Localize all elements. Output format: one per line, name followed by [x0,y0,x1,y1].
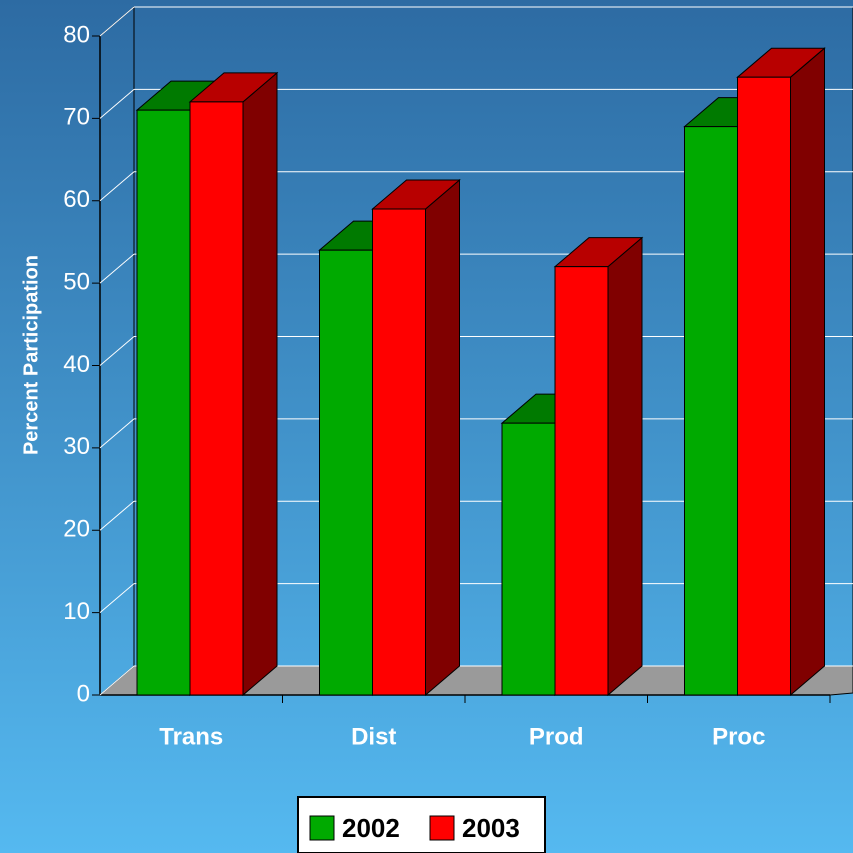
x-tick-label: Prod [529,723,584,750]
bar [188,71,279,697]
y-tick-label: 20 [63,516,90,543]
x-tick-label: Trans [159,723,223,750]
y-tick-label: 0 [77,680,90,707]
bar-side [242,71,278,697]
y-tick-label: 70 [63,104,90,131]
y-tick-label: 80 [63,21,90,48]
x-tick-label: Dist [351,723,396,750]
legend-swatch [309,815,335,841]
y-tick-label: 40 [63,351,90,378]
x-tick-label: Proc [712,723,765,750]
grid-line [99,336,135,366]
y-axis-label: Percent Participation [20,255,42,455]
legend-swatch [429,815,455,841]
bar-front [684,126,738,696]
bar-front [501,422,556,696]
grid-line [99,253,135,284]
legend-label: 2003 [462,813,520,843]
bar [371,178,461,697]
grid-line [99,418,135,449]
y-tick-label: 60 [63,186,90,213]
legend-box [297,796,546,853]
grid-line [99,88,135,119]
grid-line [99,171,135,202]
grid-line [99,6,135,37]
legend-label: 2002 [342,813,400,843]
grid-line [99,583,135,614]
bar-front [189,101,244,696]
y-tick-label: 50 [63,268,90,295]
grid-line [99,665,135,696]
y-tick-label: 10 [63,598,90,625]
bar-front [737,76,791,696]
bar-front [136,109,191,696]
bar-side [607,236,643,697]
bar-front [319,249,373,696]
bar-side [425,178,460,697]
bar-side [790,47,825,697]
grid-line [99,500,135,531]
y-tick-label: 30 [63,433,90,460]
bar-front [554,266,609,696]
bar-front [372,208,426,696]
bar [553,236,644,697]
bar [736,47,826,697]
